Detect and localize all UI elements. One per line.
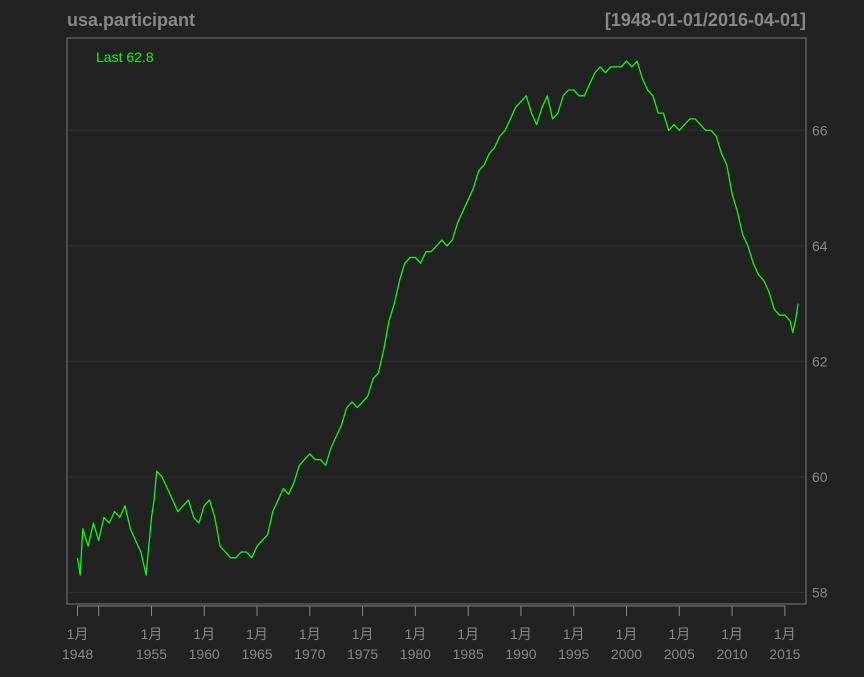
axes: 58 60 62 64 66 1月 1948 1月 1955 1月 1960 1月 1965 1月 1970… [62, 122, 828, 662]
chart-title: usa.participant [67, 10, 195, 30]
x-tick-year-label: 1970 [294, 646, 325, 662]
x-tick-year-label: 1985 [453, 646, 484, 662]
x-tick-month-label: 1月 [510, 626, 532, 642]
date-range-label: [1948-01-01/2016-04-01] [605, 10, 806, 30]
x-tick-year-label: 1965 [241, 646, 272, 662]
x-tick-month-label: 1月 [352, 626, 374, 642]
x-tick-year-label: 1960 [189, 646, 220, 662]
x-tick-month-label: 1月 [774, 626, 796, 642]
gridlines [67, 129, 806, 593]
x-tick-year-label: 2005 [664, 646, 695, 662]
x-tick-year-label: 1990 [505, 646, 536, 662]
series-layer [76, 60, 799, 576]
x-tick-year-label: 1995 [558, 646, 589, 662]
y-tick-label: 66 [812, 122, 828, 138]
x-tick-year-label: 2010 [717, 646, 748, 662]
y-tick-label: 64 [812, 238, 828, 254]
x-tick-year-label: 2015 [769, 646, 800, 662]
series-line [76, 60, 799, 576]
x-tick-year-label: 1980 [400, 646, 431, 662]
x-tick-month-label: 1月 [563, 626, 585, 642]
x-tick-year-label: 1955 [136, 646, 167, 662]
x-tick-month-label: 1月 [404, 626, 426, 642]
x-tick-month-label: 1月 [299, 626, 321, 642]
x-tick-month-label: 1月 [67, 626, 89, 642]
x-tick-month-label: 1月 [141, 626, 163, 642]
y-tick-label: 58 [812, 584, 828, 600]
y-tick-label: 60 [812, 469, 828, 485]
y-tick-label: 62 [812, 353, 828, 369]
x-tick-month-label: 1月 [668, 626, 690, 642]
x-tick-month-label: 1月 [193, 626, 215, 642]
x-tick-month-label: 1月 [721, 626, 743, 642]
x-tick-year-label: 2000 [611, 646, 642, 662]
x-tick-year-label: 1975 [347, 646, 378, 662]
x-tick-month-label: 1月 [457, 626, 479, 642]
x-tick-year-label: 1948 [62, 646, 93, 662]
plot-frame [66, 37, 807, 605]
x-tick-month-label: 1月 [246, 626, 268, 642]
x-tick-month-label: 1月 [616, 626, 638, 642]
last-value-label: Last 62.8 [96, 49, 154, 65]
